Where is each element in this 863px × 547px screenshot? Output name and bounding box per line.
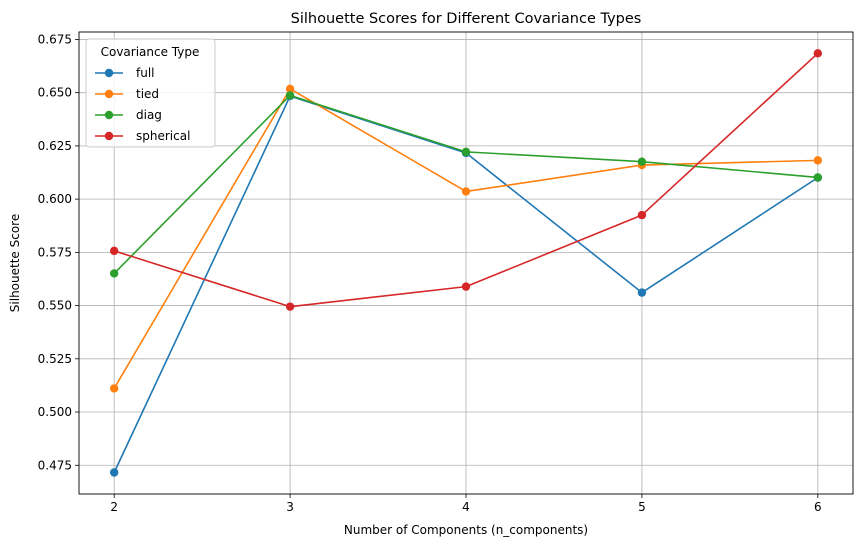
x-tick-label: 3 [286, 500, 294, 514]
chart-title: Silhouette Scores for Different Covarian… [291, 11, 642, 27]
y-tick-label: 0.550 [38, 299, 72, 313]
legend-marker [104, 131, 114, 141]
x-tick-label: 2 [110, 500, 118, 514]
legend-marker [104, 89, 114, 99]
legend-items: full tied diag spherical [95, 66, 190, 143]
x-tick-label: 6 [814, 500, 822, 514]
data-point-spherical [461, 282, 471, 291]
grid [79, 32, 853, 494]
data-point-tied [813, 156, 823, 165]
y-tick-label: 0.475 [38, 458, 72, 472]
data-point-spherical [813, 49, 823, 58]
y-tick-label: 0.675 [38, 32, 72, 46]
series-spherical [109, 49, 823, 311]
data-point-full [637, 288, 647, 297]
y-tick-label: 0.600 [38, 192, 72, 206]
x-tick-label: 5 [638, 500, 646, 514]
data-point-diag [285, 91, 295, 100]
y-axis-label: Silhouette Score [8, 214, 22, 312]
series-diag [109, 91, 823, 278]
legend-item-tied: tied [95, 87, 159, 101]
data-point-tied [285, 84, 295, 94]
legend-item-diag: diag [95, 108, 162, 122]
legend-item-spherical: spherical [95, 129, 190, 143]
data-point-full [109, 468, 119, 477]
legend-label: spherical [136, 129, 190, 143]
data-point-spherical [637, 210, 647, 220]
legend-title: Covariance Type [101, 45, 200, 59]
legend-label: tied [136, 87, 159, 101]
x-axis: 2 3 4 5 6 [110, 494, 822, 514]
data-point-diag [461, 147, 471, 157]
data-point-spherical [109, 246, 119, 256]
data-point-diag [109, 269, 119, 278]
legend-label: diag [136, 108, 162, 122]
y-tick-label: 0.625 [38, 139, 72, 153]
legend-marker [104, 110, 114, 120]
x-tick-label: 4 [462, 500, 470, 514]
x-axis-label: Number of Components (n_components) [344, 523, 588, 537]
data-point-tied [109, 384, 119, 393]
data-point-spherical [285, 302, 295, 311]
legend-box [85, 38, 216, 148]
legend-label: full [136, 66, 155, 80]
y-tick-label: 0.525 [38, 352, 72, 366]
data-point-diag [637, 157, 647, 166]
y-axis: 0.475 0.500 0.525 0.550 0.575 0.600 0.625 0.650… [38, 32, 79, 472]
y-tick-label: 0.500 [38, 405, 72, 419]
legend-marker [104, 68, 114, 78]
y-tick-label: 0.650 [38, 86, 72, 100]
legend: Covariance Type full tied diag spherical [85, 38, 216, 148]
data-point-diag [813, 173, 823, 182]
series-lines [109, 49, 823, 477]
y-tick-label: 0.575 [38, 245, 72, 259]
legend-item-full: full [95, 66, 155, 80]
data-point-tied [461, 187, 471, 196]
